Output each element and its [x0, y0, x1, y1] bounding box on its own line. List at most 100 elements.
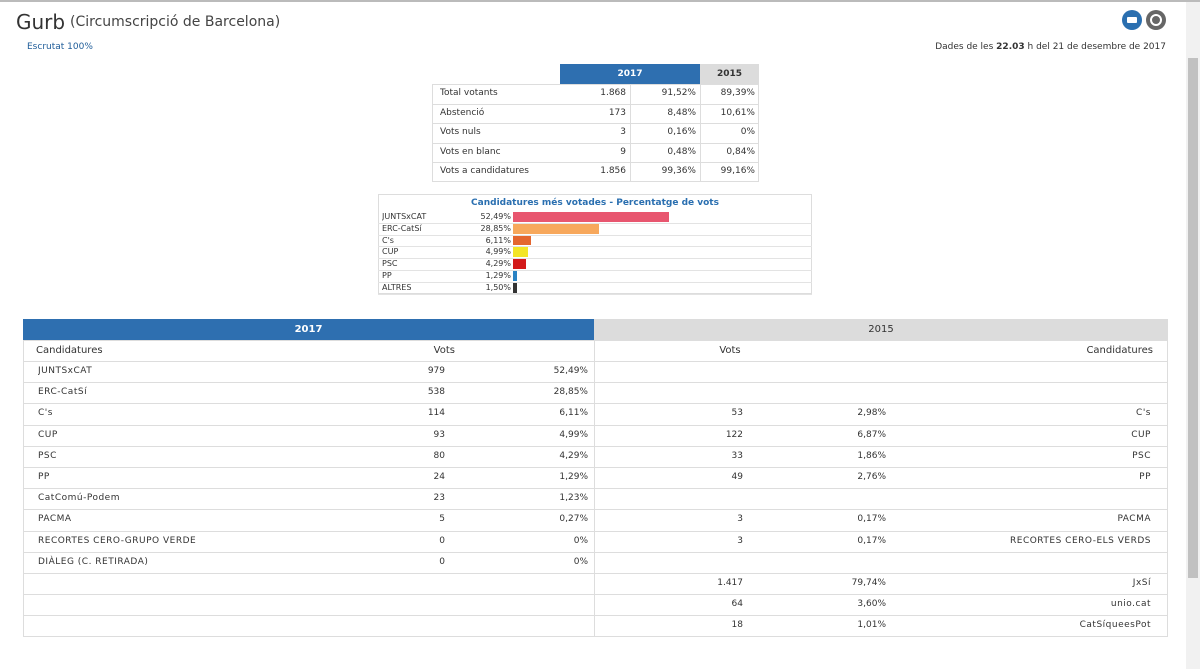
summary-cell: 173 [608, 107, 626, 118]
chart-category: CUP [382, 247, 399, 257]
votes: 114 [427, 408, 445, 419]
column-header: Vots [433, 345, 455, 356]
row-divider [432, 142, 759, 144]
percent: 6,11% [559, 408, 588, 419]
percent: 0,17% [857, 514, 886, 525]
results-year: 2017 [294, 324, 323, 335]
summary-cell: 1.856 [600, 166, 626, 177]
party: PSC [38, 450, 57, 461]
bar [513, 247, 528, 258]
party: PACMA [38, 514, 72, 525]
summary-cell: 0% [740, 127, 755, 138]
chart-row-line [378, 246, 812, 248]
summary-year: 2015 [716, 69, 743, 79]
chart-category: C's [382, 235, 394, 245]
chart-title: Candidatures més votades - Percentatge d… [471, 198, 719, 208]
votes: 80 [433, 450, 445, 461]
summary-cell: 99,16% [720, 166, 755, 177]
votes: 979 [427, 366, 445, 376]
scrollbar[interactable] [1186, 2, 1200, 669]
scrollbar-thumb[interactable] [1188, 58, 1198, 578]
column-header: Candidatures [1086, 345, 1153, 356]
party: CatComú-Podem [38, 493, 120, 504]
row-divider [23, 551, 1168, 553]
votes: 33 [731, 450, 743, 461]
chart-value-label: 4,99% [485, 247, 511, 257]
col-divider [700, 103, 701, 124]
summary-cell: 10,61% [720, 107, 755, 118]
chart-value-label: 28,85% [480, 223, 511, 233]
summary-cell: 99,36% [661, 166, 696, 177]
percent: 2,98% [857, 408, 886, 419]
row-divider [432, 123, 759, 125]
bar [513, 223, 599, 234]
bar [513, 212, 670, 222]
summary-cell: 0,84% [726, 146, 755, 157]
summary-cell: 89,39% [720, 88, 755, 98]
chart-value-label: 1,50% [485, 282, 511, 292]
party: unio.cat [1110, 599, 1151, 610]
col-divider [630, 162, 631, 182]
chart-row-line [378, 293, 812, 295]
timestamp-time: 22.03 [996, 42, 1025, 52]
votes: 122 [725, 429, 743, 440]
col-divider [700, 84, 701, 104]
col-divider [700, 123, 701, 143]
party: CatSíqueesPot [1079, 620, 1151, 631]
party: C's [1136, 408, 1151, 419]
party: ERC-CatSí [38, 387, 88, 398]
party: PP [1139, 472, 1151, 482]
bar [513, 282, 518, 293]
chart-row-line [378, 222, 812, 224]
chart-category: ALTRES [382, 282, 412, 292]
col-divider [630, 123, 631, 143]
timestamp-prefix: Dades de les [935, 42, 994, 52]
row-divider [23, 467, 1168, 468]
party: JxSí [1132, 578, 1151, 588]
votes: 24 [433, 472, 445, 482]
column-header: Vots [719, 345, 741, 356]
subtitle: (Circumscripció de Barcelona) [70, 14, 281, 30]
chart-category: JUNTSxCAT [382, 212, 427, 221]
summary-cell: 0,16% [667, 127, 696, 138]
chart-value-label: 6,11% [485, 235, 511, 245]
party: PP [38, 472, 50, 482]
refresh-icon[interactable] [1146, 10, 1166, 30]
chart-category: PSC [382, 259, 398, 269]
votes: 49 [731, 472, 743, 482]
chart-row-line [378, 281, 812, 283]
percent: 52,49% [553, 366, 588, 376]
votes: 0 [439, 556, 445, 567]
chart-row-line [378, 258, 812, 260]
summary-cell: 91,52% [661, 88, 696, 98]
bar [513, 271, 517, 281]
party: DIÀLEG (C. RETIRADA) [38, 556, 149, 567]
results-head-2017 [23, 319, 594, 340]
col-divider [630, 142, 631, 163]
percent: 1,01% [857, 620, 886, 631]
bar [513, 259, 526, 269]
percent: 1,29% [559, 472, 588, 482]
votes: 18 [731, 620, 743, 631]
party: PSC [1132, 450, 1151, 461]
party: C's [38, 408, 53, 419]
col-divider [700, 162, 701, 182]
votes: 23 [433, 493, 445, 504]
party: CUP [38, 429, 58, 440]
row-divider [23, 445, 1168, 447]
votes: 538 [427, 387, 445, 398]
chart-value-label: 1,29% [485, 271, 511, 280]
row-divider [432, 103, 759, 105]
summary-label: Abstenció [440, 107, 485, 118]
percent: 1,23% [559, 493, 588, 504]
print-icon[interactable] [1122, 10, 1142, 30]
votes: 3 [737, 535, 743, 546]
chart-value-label: 52,49% [480, 212, 511, 221]
percent: 6,87% [857, 429, 886, 440]
percent: 0% [573, 535, 588, 546]
votes: 64 [731, 599, 743, 610]
chart-value-label: 4,29% [485, 259, 511, 269]
title: Gurb [16, 10, 66, 34]
timestamp: Dades de les 22.03 h del 21 de desembre … [935, 42, 1166, 52]
